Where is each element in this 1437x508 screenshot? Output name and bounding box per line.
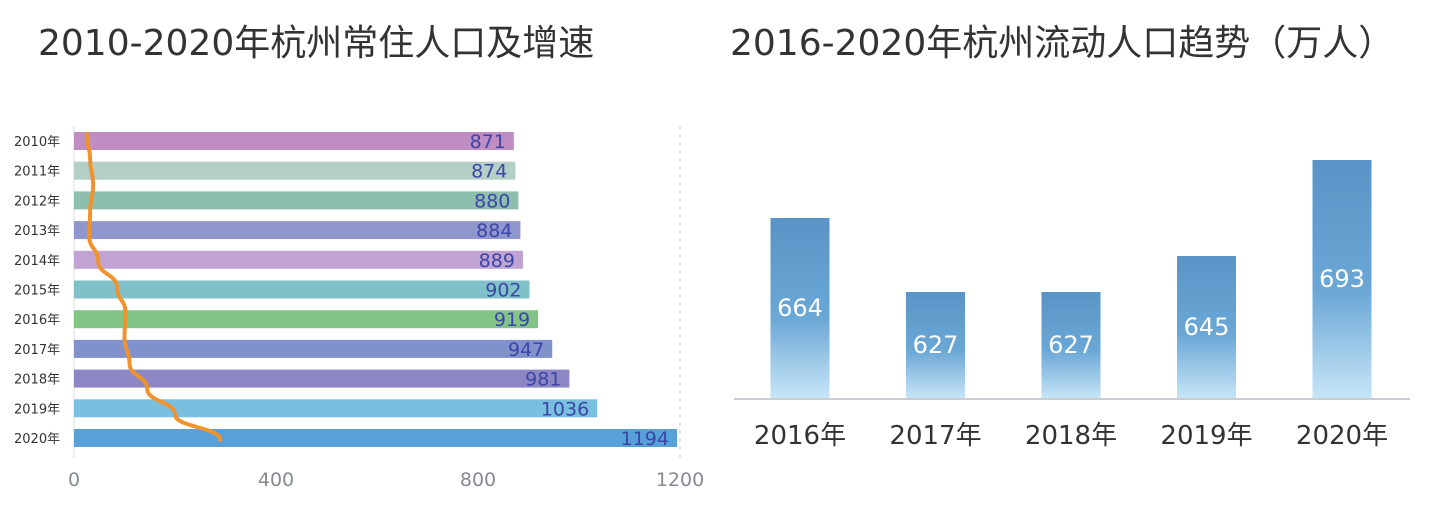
category-label: 2016年 [754,421,846,451]
column-value-label: 693 [1319,265,1365,293]
bar-2011年 [74,161,516,180]
bar-value-label: 874 [471,161,507,183]
bar-value-label: 919 [494,309,530,331]
x-tick-label: 1200 [656,469,704,491]
bar-2010年 [74,132,514,150]
resident-population-bar-chart: 871 874 880 884 889 902 919 947 981 1036 1194 2010… [14,126,704,491]
bar-value-label: 884 [476,220,512,242]
bar-value-label: 1194 [621,428,669,450]
bar-value-label: 902 [485,280,521,302]
x-tick-label: 800 [460,469,496,491]
bar-value-label: 981 [525,369,561,391]
bar-value-label: 880 [474,190,510,212]
column-value-label: 627 [913,331,959,359]
x-tick-label: 0 [68,469,80,491]
category-label: 2014年 [14,254,60,269]
category-label: 2019年 [1160,421,1252,451]
category-label: 2016年 [14,313,60,328]
column-value-label: 664 [777,294,823,322]
category-label: 2012年 [14,194,60,209]
bar-2019年 [74,399,598,418]
floating-population-column-chart: 664 627 627 645 693 2016年 2017年 2018年 2019年 2020… [734,160,1410,451]
category-label: 2017年 [14,343,60,358]
category-label: 2013年 [14,224,60,239]
bar-2015年 [74,280,530,299]
growth-trend-line [84,132,223,442]
bar-2014年 [74,250,523,269]
bar-2017年 [74,339,553,358]
bar-2016年 [74,310,539,329]
category-label: 2010年 [14,135,60,150]
right-chart-title: 2016-2020年杭州流动人口趋势（万人） [730,23,1395,64]
bar-value-label: 1036 [541,398,589,420]
bar-value-label: 889 [479,250,515,272]
x-tick-label: 400 [258,469,294,491]
column-value-label: 627 [1048,331,1094,359]
column-2019年 [1177,256,1236,398]
bar-2018年 [74,369,570,388]
category-label: 2015年 [14,284,60,299]
column-2016年 [770,218,830,398]
category-label: 2011年 [14,165,60,180]
bar-value-label: 871 [470,131,506,153]
category-label: 2020年 [14,432,60,447]
column-2017年 [906,292,965,398]
category-label: 2018年 [14,373,60,388]
bar-2012年 [74,191,519,210]
category-label: 2020年 [1296,421,1388,451]
category-label: 2018年 [1025,421,1117,451]
left-chart-title: 2010-2020年杭州常住人口及增速 [38,23,595,64]
column-value-label: 645 [1184,313,1230,341]
column-2020年 [1312,160,1372,398]
bar-2020年 [74,429,677,447]
category-label: 2017年 [889,421,981,451]
category-label: 2019年 [14,402,60,417]
column-2018年 [1041,292,1101,398]
bar-value-label: 947 [508,339,544,361]
bar-2013年 [74,221,521,240]
